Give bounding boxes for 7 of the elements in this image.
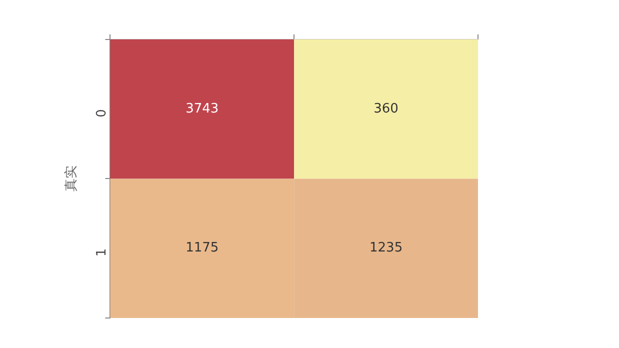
y-tick-label: 1 [94, 248, 110, 257]
data-label: 1175 [186, 240, 219, 256]
data-label: 1235 [370, 240, 403, 256]
y-tick-label: 0 [94, 109, 110, 118]
y-axis-title: 真实 [64, 166, 80, 192]
data-label: 360 [374, 101, 398, 116]
data-label: 3743 [186, 101, 219, 116]
